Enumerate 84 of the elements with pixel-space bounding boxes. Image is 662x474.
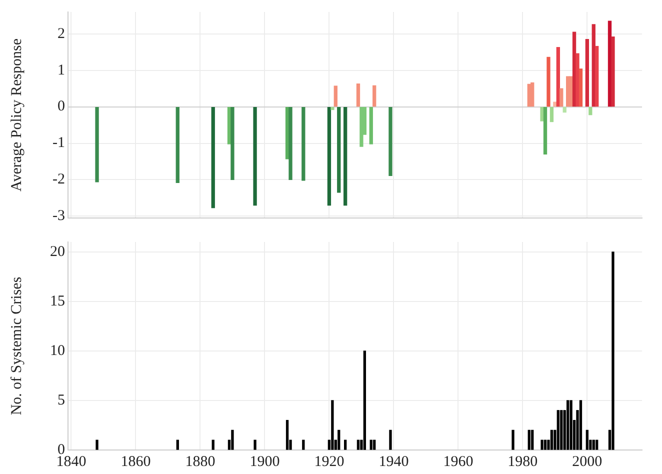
- bar: [546, 56, 550, 107]
- bar: [612, 252, 614, 450]
- bar: [176, 440, 179, 450]
- y-axis-title: No. of Systemic Crises: [8, 276, 25, 416]
- bar: [369, 106, 373, 144]
- y-tick-label: 1: [58, 62, 65, 78]
- bar: [550, 106, 554, 122]
- x-tick-label: 1840: [56, 454, 86, 470]
- y-tick-label: -1: [52, 135, 65, 152]
- bar: [373, 440, 376, 450]
- x-tick-label: 1880: [185, 454, 216, 470]
- bar: [389, 430, 392, 450]
- bar: [176, 106, 180, 183]
- bar: [356, 83, 360, 107]
- bar: [588, 106, 592, 116]
- bar: [370, 440, 372, 450]
- bar: [330, 106, 334, 110]
- bar: [231, 430, 234, 450]
- bar: [286, 420, 289, 450]
- x-tick-label: 2000: [572, 454, 602, 470]
- y-tick-label: 10: [50, 342, 65, 359]
- bar: [596, 440, 598, 450]
- bar: [388, 106, 392, 176]
- bar: [302, 440, 305, 450]
- bar: [560, 410, 563, 450]
- bar: [611, 36, 615, 107]
- y-tick-label: 15: [50, 293, 65, 310]
- bar: [560, 88, 564, 107]
- y-tick-label: -2: [52, 172, 65, 188]
- bar: [579, 400, 582, 450]
- y-tick-label: 2: [58, 26, 65, 42]
- x-tick-label: 1860: [120, 454, 151, 470]
- bar: [253, 106, 257, 206]
- bar: [556, 410, 560, 450]
- bar: [302, 106, 306, 181]
- bar: [363, 350, 366, 450]
- x-tick-label: 1980: [508, 454, 538, 470]
- bar: [337, 106, 341, 193]
- bar: [230, 106, 234, 180]
- bar: [553, 102, 557, 107]
- bar: [372, 85, 376, 107]
- bar: [96, 440, 98, 450]
- bar: [576, 53, 580, 107]
- bar: [344, 440, 347, 450]
- bar: [556, 47, 560, 107]
- bar: [592, 440, 595, 450]
- y-tick-label: -3: [52, 208, 65, 224]
- bar: [569, 76, 573, 107]
- bar: [562, 106, 566, 113]
- bar: [540, 440, 544, 450]
- bar: [566, 400, 570, 450]
- x-tick-label: 1920: [314, 454, 344, 470]
- bar: [586, 430, 589, 450]
- bar: [331, 400, 334, 450]
- bar: [334, 86, 338, 107]
- bar: [288, 106, 292, 180]
- y-tick-label: 5: [58, 392, 65, 408]
- bar: [595, 46, 599, 107]
- bar: [512, 430, 514, 450]
- bar: [338, 430, 340, 450]
- bar: [360, 106, 364, 147]
- bar: [544, 440, 547, 450]
- bar: [570, 400, 572, 450]
- bar: [211, 106, 215, 208]
- bar: [343, 106, 348, 206]
- x-tick-label: 1940: [378, 454, 409, 470]
- bar: [212, 440, 214, 450]
- bar: [540, 106, 544, 122]
- bar: [254, 440, 256, 450]
- y-tick-label: 0: [58, 98, 65, 115]
- bar: [531, 430, 534, 450]
- y-axis-title: Average Policy Response: [8, 38, 25, 192]
- bar: [95, 106, 99, 182]
- bar: [356, 440, 360, 450]
- bar: [585, 39, 590, 107]
- bar: [578, 68, 583, 107]
- bar: [543, 106, 548, 155]
- bar: [327, 106, 332, 206]
- bar: [550, 430, 554, 450]
- bar: [528, 430, 530, 450]
- x-tick-label: 1900: [250, 454, 280, 470]
- y-tick-label: 20: [50, 244, 65, 260]
- bar: [530, 82, 534, 107]
- x-tick-label: 1960: [443, 454, 474, 470]
